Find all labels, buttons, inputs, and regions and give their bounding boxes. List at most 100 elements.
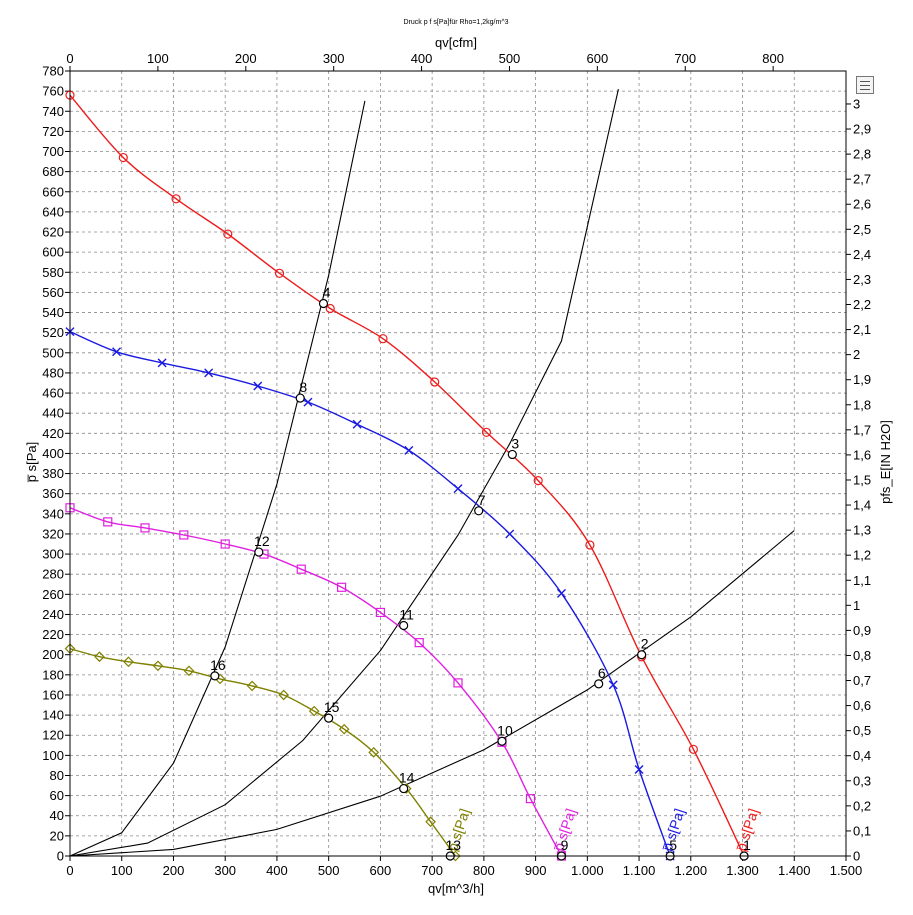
operating-point-marker bbox=[507, 449, 517, 460]
y-tick-label: 220 bbox=[42, 627, 64, 642]
x-tick-label: 700 bbox=[421, 863, 443, 878]
series-marker-diamond bbox=[246, 680, 258, 692]
y-tick-label: 40 bbox=[50, 808, 64, 823]
series-marker-diamond bbox=[94, 651, 105, 663]
series-marker-circle bbox=[688, 744, 698, 754]
y2-tick-label: 2,3 bbox=[853, 272, 871, 287]
y-tick-label: 480 bbox=[42, 365, 64, 380]
y-tick-label: 360 bbox=[42, 486, 64, 501]
left-axis-title: p̅ s[Pa] bbox=[24, 442, 39, 483]
series-marker-x bbox=[453, 484, 463, 494]
series-marker-square bbox=[375, 607, 385, 618]
operating-point-label: 11 bbox=[399, 607, 414, 623]
y-tick-label: 0 bbox=[57, 849, 64, 864]
operating-point-marker bbox=[474, 506, 484, 516]
y-tick-label: 260 bbox=[42, 587, 64, 602]
series-marker-x bbox=[505, 529, 515, 539]
axes: 0 100 200 300 400 500 600 700 800 900 1.000 1.100 1.… bbox=[42, 51, 871, 878]
operating-point-marker bbox=[399, 620, 409, 631]
series-marker-diamond bbox=[123, 656, 134, 668]
y-tick-label: 200 bbox=[42, 647, 64, 662]
y-tick-label: 720 bbox=[42, 124, 64, 139]
x2-tick-label: 200 bbox=[235, 51, 257, 66]
x-tick-label: 200 bbox=[163, 863, 185, 878]
series-marker-circle bbox=[223, 229, 233, 239]
x-tick-label: 800 bbox=[473, 863, 495, 878]
y2-tick-label: 1,6 bbox=[853, 447, 871, 462]
y2-tick-label: 1,2 bbox=[853, 548, 871, 563]
operating-point-marker bbox=[318, 298, 329, 309]
y2-tick-label: 2,7 bbox=[853, 172, 871, 187]
series-marker-circle bbox=[430, 377, 440, 387]
series-marker-square bbox=[296, 564, 306, 574]
grid-lines bbox=[70, 71, 846, 856]
y2-tick-label: 0,5 bbox=[853, 723, 871, 738]
y-tick-label: 180 bbox=[42, 667, 64, 682]
x2-tick-label: 300 bbox=[323, 51, 345, 66]
y-tick-label: 140 bbox=[42, 708, 64, 723]
operating-point-label: 12 bbox=[254, 533, 270, 549]
y2-tick-label: 2,9 bbox=[853, 122, 871, 137]
y-tick-label: 660 bbox=[42, 184, 64, 199]
series-marker-x bbox=[112, 347, 122, 357]
plot-title: Druck p f s[Pa]für Rho=1,2kg/m^3 bbox=[403, 19, 508, 26]
series-marker-circle bbox=[118, 152, 128, 163]
series-marker-x bbox=[634, 764, 644, 774]
series-line bbox=[69, 94, 745, 857]
y-tick-label: 580 bbox=[42, 265, 64, 280]
series-marker-x bbox=[608, 680, 618, 690]
operating-point-label: 2 bbox=[641, 636, 649, 652]
series-marker-square bbox=[179, 530, 189, 540]
x-tick-label: 0 bbox=[66, 863, 73, 878]
series-marker-circle bbox=[171, 194, 181, 204]
system-curves bbox=[69, 88, 795, 857]
operating-point-label: 4 bbox=[323, 284, 331, 300]
y2-tick-label: 0,8 bbox=[853, 648, 871, 663]
series-marker-x bbox=[253, 381, 263, 391]
y-tick-label: 520 bbox=[42, 325, 64, 340]
y2-tick-label: 2,5 bbox=[853, 222, 871, 237]
export-icon[interactable] bbox=[856, 76, 874, 94]
operating-point-marker bbox=[295, 393, 305, 403]
y-tick-label: 60 bbox=[50, 788, 64, 803]
series-marker-square bbox=[220, 539, 230, 549]
y2-tick-label: 2 bbox=[853, 347, 860, 362]
series-marker-circle bbox=[585, 540, 595, 550]
y-tick-label: 500 bbox=[42, 345, 64, 360]
x2-tick-label: 0 bbox=[66, 51, 73, 66]
series-line bbox=[69, 331, 671, 857]
y2-tick-label: 1 bbox=[853, 598, 860, 613]
y-tick-label: 300 bbox=[42, 547, 64, 562]
x-tick-label: 300 bbox=[214, 863, 236, 878]
series-marker-diamond bbox=[308, 705, 320, 717]
y-tick-label: 20 bbox=[50, 828, 64, 843]
y2-tick-label: 0,3 bbox=[853, 773, 871, 788]
top-axis-title: qv[cfm] bbox=[435, 35, 477, 50]
operating-point-label: 9 bbox=[561, 837, 569, 853]
y2-tick-label: 1,4 bbox=[853, 498, 871, 513]
operating-point-label: 8 bbox=[299, 379, 307, 395]
operating-point-label: 7 bbox=[478, 492, 486, 508]
x-tick-label: 1.300 bbox=[726, 863, 759, 878]
series-marker-square bbox=[453, 678, 463, 688]
y2-tick-label: 1,9 bbox=[853, 372, 871, 387]
y-tick-label: 740 bbox=[42, 104, 64, 119]
series-marker-square bbox=[337, 582, 347, 592]
y2-tick-label: 0,4 bbox=[853, 748, 871, 763]
series-marker-x bbox=[303, 397, 313, 407]
operating-point-marker bbox=[324, 713, 334, 723]
series-marker-square bbox=[414, 638, 424, 648]
y2-tick-label: 0,1 bbox=[853, 823, 871, 838]
y2-tick-label: 0,6 bbox=[853, 698, 871, 713]
y-tick-label: 780 bbox=[42, 64, 64, 79]
y2-tick-label: 2,4 bbox=[853, 247, 871, 262]
x-tick-label: 100 bbox=[111, 863, 133, 878]
y-tick-label: 380 bbox=[42, 466, 64, 481]
series-marker-square bbox=[103, 517, 113, 527]
y-tick-label: 440 bbox=[42, 406, 64, 421]
series-marker-circle bbox=[274, 268, 285, 278]
y2-tick-label: 1,8 bbox=[853, 397, 871, 412]
y2-tick-label: 1,1 bbox=[853, 573, 871, 588]
y-tick-label: 340 bbox=[42, 506, 64, 521]
